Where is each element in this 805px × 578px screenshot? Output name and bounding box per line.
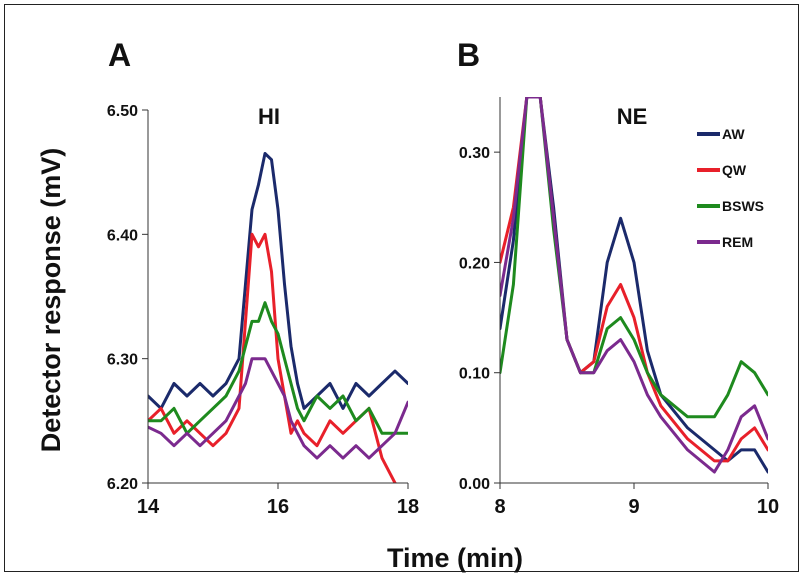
panel-b-y-tick-label: 0.20 — [459, 255, 490, 272]
panel-b-series-qw-line — [500, 97, 768, 463]
panel-b-label: B — [457, 37, 480, 73]
figure-frame — [4, 4, 799, 572]
panel-a-y-tick-label: 6.50 — [107, 103, 138, 120]
legend-label-qw: QW — [722, 162, 747, 178]
panel-b-y-tick-label: 0.00 — [459, 476, 490, 493]
legend-label-bsws: BSWS — [722, 198, 764, 214]
panel-a-label: A — [108, 37, 131, 73]
legend-label-aw: AW — [722, 126, 745, 142]
panel-a-series-qw-line — [148, 232, 398, 483]
panel-b-series-rem-line — [500, 97, 768, 474]
panel-a-x-tick-label: 18 — [397, 496, 419, 518]
panel-b-x-tick-label: 9 — [628, 496, 639, 518]
y-axis-title: Detector response (mV) — [36, 148, 66, 453]
panel-b-series-bsws-line — [500, 97, 768, 419]
panel-b-y-tick-label: 0.10 — [459, 366, 490, 383]
panel-b-y-tick-label: 0.30 — [459, 145, 490, 162]
panel-a-y-tick-label: 6.20 — [107, 476, 138, 493]
panel-a-chart: A HI 6.20 6.30 6.40 6.50 14 16 18 — [107, 37, 419, 518]
panel-a-series-aw-line — [148, 152, 408, 410]
panel-b-chart: B NE 0.00 0.10 0.20 0.30 8 9 10 AW QW BSWS REM — [457, 37, 779, 518]
panel-b-title: NE — [617, 104, 648, 129]
panel-a-series — [148, 152, 408, 483]
legend: AW QW BSWS REM — [697, 126, 764, 250]
panel-a-axes: 6.20 6.30 6.40 6.50 14 16 18 — [107, 103, 419, 518]
panel-a-series-rem-line — [148, 357, 408, 460]
panel-a-x-tick-label: 14 — [137, 496, 160, 518]
panel-a-x-tick-label: 16 — [267, 496, 289, 518]
panel-b-series — [500, 97, 768, 474]
panel-b-series-aw-line — [500, 97, 768, 474]
panel-a-y-tick-label: 6.30 — [107, 352, 138, 369]
x-axis-title: Time (min) — [387, 543, 523, 573]
panel-a-title: HI — [258, 104, 280, 129]
legend-label-rem: REM — [722, 234, 753, 250]
panel-a-y-tick-label: 6.40 — [107, 227, 138, 244]
panel-b-axes: 0.00 0.10 0.20 0.30 8 9 10 — [459, 97, 779, 518]
panel-b-x-tick-label: 10 — [757, 496, 779, 518]
panel-b-x-tick-label: 8 — [494, 496, 505, 518]
panel-a-series-bsws-line — [148, 301, 408, 435]
